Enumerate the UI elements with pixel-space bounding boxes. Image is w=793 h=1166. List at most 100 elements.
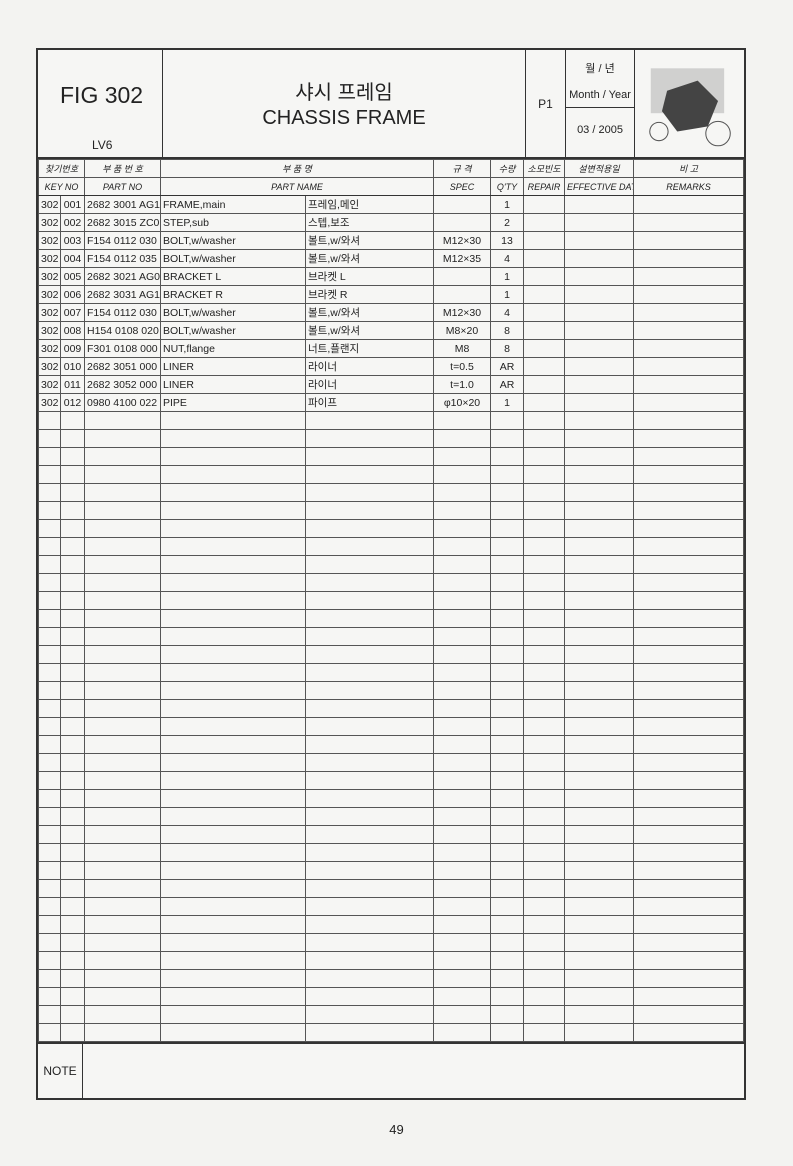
table-cell <box>38 447 61 466</box>
table-cell <box>160 1005 306 1024</box>
table-cell <box>490 825 524 844</box>
table-cell <box>433 699 491 718</box>
table-cell <box>564 789 634 808</box>
table-cell <box>84 591 161 610</box>
date-value: 03 / 2005 <box>577 124 623 136</box>
table-cell <box>38 519 61 538</box>
table-row <box>38 915 744 934</box>
table-cell <box>60 645 85 664</box>
table-cell <box>564 771 634 790</box>
table-cell <box>60 717 85 736</box>
table-row <box>38 591 744 610</box>
table-cell <box>564 303 634 322</box>
table-cell <box>38 915 61 934</box>
table-cell <box>38 807 61 826</box>
table-cell: M12×35 <box>433 249 491 268</box>
table-cell <box>84 447 161 466</box>
table-cell <box>523 717 565 736</box>
table-cell <box>633 555 744 574</box>
table-cell <box>60 591 85 610</box>
table-cell <box>160 879 306 898</box>
table-cell <box>38 483 61 502</box>
table-cell <box>523 465 565 484</box>
col-rem: REMARKS <box>633 177 744 196</box>
col-spec-kr: 규 격 <box>433 159 491 178</box>
table-cell <box>633 861 744 880</box>
table-cell: 라이너 <box>305 375 434 394</box>
table-cell <box>305 429 434 448</box>
table-cell <box>60 537 85 556</box>
table-cell <box>305 951 434 970</box>
table-cell <box>433 447 491 466</box>
table-cell <box>38 699 61 718</box>
col-partno-kr: 부 품 번 호 <box>84 159 161 178</box>
table-row <box>38 537 744 556</box>
table-row <box>38 645 744 664</box>
table-cell <box>305 789 434 808</box>
table-row <box>38 681 744 700</box>
table-cell: BOLT,w/washer <box>160 303 306 322</box>
table-cell <box>633 483 744 502</box>
table-cell <box>490 465 524 484</box>
table-cell <box>60 447 85 466</box>
table-cell <box>633 267 744 286</box>
table-cell <box>84 609 161 628</box>
table-cell <box>564 807 634 826</box>
note-label: NOTE <box>38 1044 83 1098</box>
table-cell <box>523 483 565 502</box>
table-cell: 스텝,보조 <box>305 213 434 232</box>
table-row: 302 005 2682 3021 AG0 BRACKET L 브라켓 L 1 <box>38 267 744 286</box>
table-cell <box>84 681 161 700</box>
table-cell <box>305 573 434 592</box>
table-cell <box>38 429 61 448</box>
table-cell <box>523 285 565 304</box>
table-cell <box>433 663 491 682</box>
table-cell: 010 <box>60 357 85 376</box>
table-cell <box>433 411 491 430</box>
table-row <box>38 969 744 988</box>
table-row <box>38 555 744 574</box>
table-cell: 라이너 <box>305 357 434 376</box>
col-key-kr: 찾기번호 <box>38 159 85 178</box>
table-cell <box>305 645 434 664</box>
table-cell <box>84 789 161 808</box>
table-cell <box>564 591 634 610</box>
table-cell <box>60 663 85 682</box>
table-cell <box>84 1005 161 1024</box>
table-row: 302 010 2682 3051 000 LINER 라이너 t=0.5 AR <box>38 357 744 376</box>
table-cell <box>564 645 634 664</box>
table-row: 302 006 2682 3031 AG1 BRACKET R 브라켓 R 1 <box>38 285 744 304</box>
table-cell <box>84 555 161 574</box>
table-cell <box>305 807 434 826</box>
table-cell <box>305 681 434 700</box>
table-cell <box>564 375 634 394</box>
table-cell <box>60 429 85 448</box>
col-partno: PART NO <box>84 177 161 196</box>
table-cell: F301 0108 000 <box>84 339 161 358</box>
table-cell <box>564 915 634 934</box>
table-cell <box>38 717 61 736</box>
table-cell <box>38 681 61 700</box>
table-cell <box>633 735 744 754</box>
table-cell <box>523 429 565 448</box>
table-cell <box>433 195 491 214</box>
table-cell <box>38 789 61 808</box>
table-cell <box>564 501 634 520</box>
table-cell <box>523 789 565 808</box>
table-cell <box>84 843 161 862</box>
table-cell <box>38 771 61 790</box>
table-cell <box>523 447 565 466</box>
table-cell <box>305 861 434 880</box>
table-cell <box>490 501 524 520</box>
table-cell: 브라켓 L <box>305 267 434 286</box>
table-cell: 302 <box>38 303 61 322</box>
table-cell <box>38 1023 61 1042</box>
table-row <box>38 789 744 808</box>
table-cell: t=1.0 <box>433 375 491 394</box>
table-row: 302 007 F154 0112 030 BOLT,w/washer 볼트,w/와셔 M… <box>38 303 744 322</box>
table-cell <box>564 699 634 718</box>
table-cell <box>523 591 565 610</box>
table-cell <box>84 933 161 952</box>
table-cell <box>564 681 634 700</box>
table-row <box>38 519 744 538</box>
